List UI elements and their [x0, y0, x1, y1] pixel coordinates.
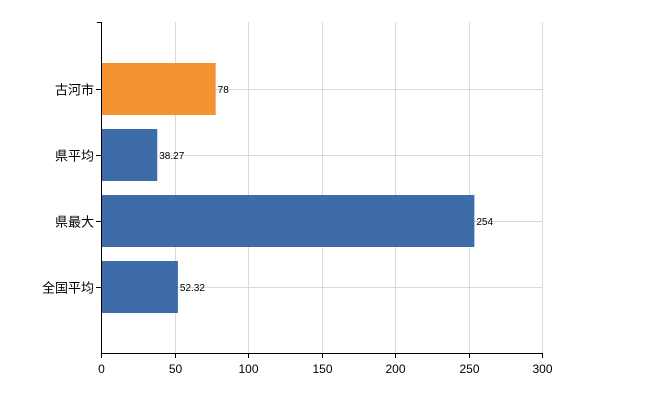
data-label-1: 38.27 [159, 151, 184, 162]
y-tick-label-2: 県最大 [55, 216, 94, 231]
y-tick-label-3: 全国平均 [42, 281, 94, 297]
x-tick-label-250: 250 [459, 362, 479, 376]
data-label-0: 78 [218, 85, 230, 96]
x-tick-label-0: 0 [98, 362, 105, 376]
bar-0 [101, 63, 216, 115]
x-tick-label-200: 200 [385, 362, 405, 376]
bar-3 [101, 261, 178, 313]
bar-2 [101, 195, 475, 247]
x-tick-label-50: 50 [169, 362, 183, 376]
y-tick-label-1: 県平均 [55, 150, 94, 165]
data-label-2: 254 [476, 217, 493, 228]
x-tick-label-100: 100 [238, 362, 258, 376]
y-tick-label-0: 古河市 [55, 83, 94, 99]
x-tick-label-150: 150 [312, 362, 332, 376]
data-label-3: 52.32 [180, 283, 205, 294]
bar-1 [101, 129, 158, 181]
x-tick-label-300: 300 [532, 362, 552, 376]
